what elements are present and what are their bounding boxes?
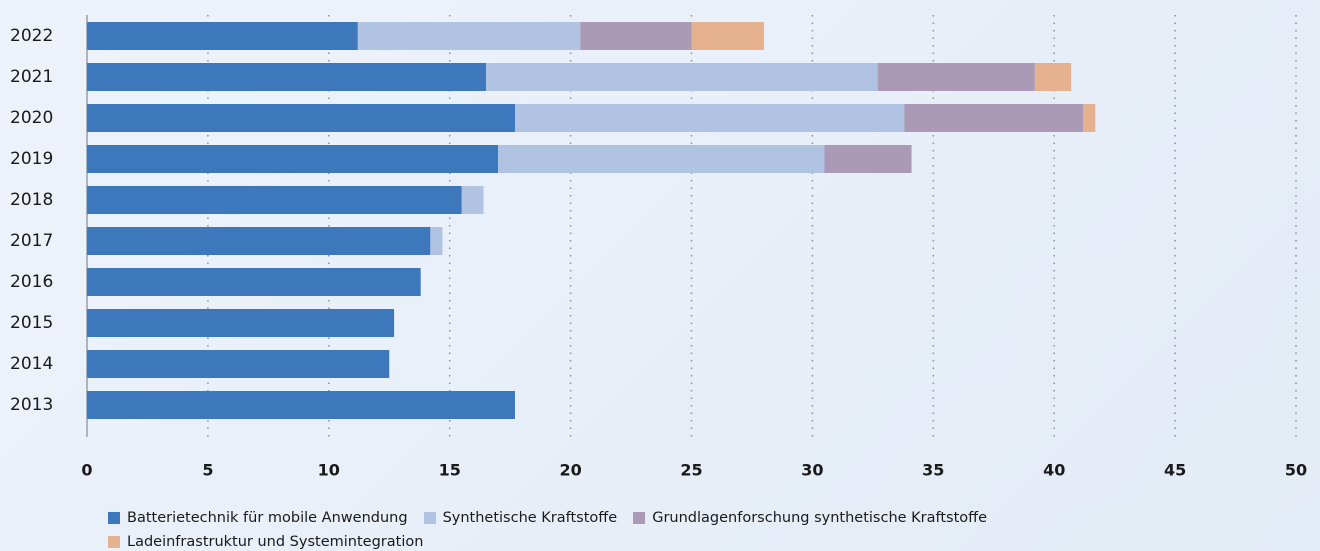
bar-segment [87,63,486,91]
legend-swatch [633,512,646,524]
y-tick-label: 2013 [10,395,53,415]
bar-segment [1034,63,1072,91]
x-tick-label: 45 [1164,461,1186,480]
y-tick-label: 2018 [10,190,53,210]
legend-label: Grundlagenforschung synthetische Kraftst… [652,510,988,526]
bar-segment [1083,104,1096,132]
legend-item: Ladeinfrastruktur und Systemintegration [108,530,423,551]
legend-swatch [108,512,120,524]
legend-label: Batterietechnik für mobile Anwendung [127,510,408,526]
x-tick-label: 35 [922,461,944,480]
bar-segment [87,268,421,296]
x-tick-label: 0 [81,461,92,480]
legend-item: Synthetische Kraftstoffe [423,506,618,530]
bar-segment [498,145,825,173]
bar-segment [87,391,515,419]
x-tick-label: 40 [1043,461,1065,480]
legend-item: Grundlagenforschung synthetische Kraftst… [633,506,987,530]
x-tick-label: 50 [1285,461,1307,480]
legend: Batterietechnik für mobile Anwendung Synt… [108,506,1108,551]
legend-label: Synthetische Kraftstoffe [442,510,618,526]
bar-segment [514,104,905,132]
y-tick-label: 2019 [10,149,53,169]
y-tick-label: 2020 [10,108,53,128]
bar-segment [580,22,692,50]
bar-segment [877,63,1035,91]
y-tick-label: 2014 [10,354,53,374]
bar-segment [87,350,390,378]
y-tick-label: 2022 [10,26,53,46]
legend-swatch [108,536,120,548]
bar-segment [691,22,765,50]
y-tick-label: 2016 [10,272,53,292]
legend-item: Batterietechnik für mobile Anwendung [108,506,408,530]
y-tick-label: 2017 [10,231,53,251]
bar-segment [87,104,515,132]
x-tick-label: 30 [801,461,823,480]
x-tick-label: 20 [559,461,581,480]
bar-segment [461,186,484,214]
bar-segment [87,22,358,50]
x-tick-label: 15 [439,461,461,480]
legend-swatch [423,512,436,524]
bar-segment [357,22,581,50]
x-tick-label: 10 [318,461,340,480]
bar-segment [904,104,1084,132]
bar-segment [87,227,431,255]
bar-segment [430,227,443,255]
chart: 0 5 10 15 20 25 30 35 40 45 50 2022 2021 2020 2019 2018… [10,15,1307,480]
x-tick-label: 5 [202,461,213,480]
legend-label: Ladeinfrastruktur und Systemintegration [127,534,424,550]
y-tick-label: 2021 [10,67,53,87]
bar-segment [485,63,878,91]
bar-segment [87,186,462,214]
x-tick-label: 25 [680,461,702,480]
bar-segment [824,145,912,173]
y-tick-label: 2015 [10,313,53,333]
bar-segment [87,309,395,337]
bar-segment [87,145,499,173]
